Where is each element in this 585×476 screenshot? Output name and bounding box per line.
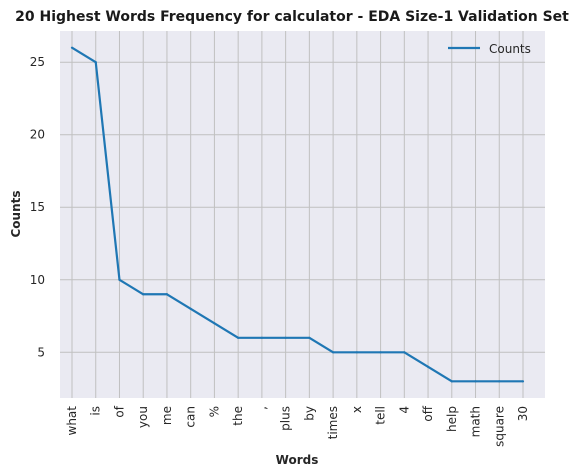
y-axis-label: Counts	[9, 190, 23, 237]
x-tick-label: x	[350, 406, 364, 413]
data-point	[308, 336, 311, 339]
x-axis-label: Words	[276, 453, 319, 467]
x-tick-label: %	[207, 406, 221, 417]
x-tick-label: help	[445, 406, 459, 432]
data-point	[213, 322, 216, 325]
y-tick-label: 25	[30, 55, 45, 69]
y-tick-label: 10	[30, 273, 45, 287]
x-tick-label: me	[160, 406, 174, 425]
legend-label-counts: Counts	[489, 42, 531, 56]
data-point	[70, 46, 74, 49]
data-points	[70, 46, 525, 383]
data-point	[426, 365, 430, 368]
x-gridlines	[71, 31, 524, 398]
x-tick-label: plus	[279, 406, 293, 431]
x-tick-label: by	[302, 406, 316, 421]
data-point	[379, 351, 382, 354]
data-point	[498, 380, 501, 383]
x-tick-label: math	[469, 406, 483, 437]
y-gridlines	[60, 61, 545, 353]
x-tick-label: off	[421, 405, 435, 421]
x-tick-label: ,	[255, 406, 269, 410]
y-tick-labels: 5 10 15 20 25	[30, 55, 45, 359]
x-tick-label: 30	[516, 406, 530, 421]
data-point	[142, 293, 145, 296]
x-tick-label: you	[136, 406, 150, 428]
x-tick-label: times	[326, 406, 340, 439]
data-point	[284, 336, 287, 339]
x-tick-label: what	[65, 406, 79, 436]
data-point	[403, 351, 406, 354]
y-tick-label: 5	[37, 345, 45, 359]
data-point	[260, 336, 263, 339]
y-tick-label: 20	[30, 128, 45, 142]
x-tick-label: can	[184, 406, 198, 428]
chart-title: 20 Highest Words Frequency for calculato…	[15, 9, 569, 25]
legend: Counts	[448, 42, 531, 56]
data-point	[355, 351, 358, 354]
data-point	[189, 307, 192, 310]
x-tick-label: tell	[374, 406, 388, 425]
y-tick-label: 15	[30, 200, 45, 214]
x-tick-label: the	[231, 406, 245, 426]
data-point	[237, 336, 240, 339]
x-tick-label: of	[112, 405, 126, 417]
data-point	[94, 61, 97, 64]
data-point	[450, 380, 453, 383]
x-tick-label: is	[89, 406, 103, 416]
data-point	[118, 278, 121, 281]
plot-area	[60, 31, 545, 398]
x-tick-label: 4	[397, 406, 411, 414]
data-point	[474, 380, 477, 383]
x-tick-labels: what is of you me can% the, plus by times x tell 4 of…	[65, 405, 530, 447]
series-line-counts	[71, 46, 523, 383]
data-point	[521, 380, 525, 383]
data-point	[332, 351, 335, 354]
data-point	[165, 293, 169, 296]
x-tick-label: square	[492, 406, 506, 447]
